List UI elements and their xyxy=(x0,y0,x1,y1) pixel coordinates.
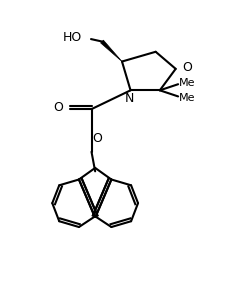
Text: O: O xyxy=(182,61,192,74)
Text: HO: HO xyxy=(63,31,82,44)
Text: N: N xyxy=(125,92,134,105)
Text: O: O xyxy=(92,132,102,145)
Polygon shape xyxy=(101,40,122,62)
Text: Me: Me xyxy=(179,77,195,88)
Text: Me: Me xyxy=(179,93,195,103)
Text: O: O xyxy=(54,101,63,114)
